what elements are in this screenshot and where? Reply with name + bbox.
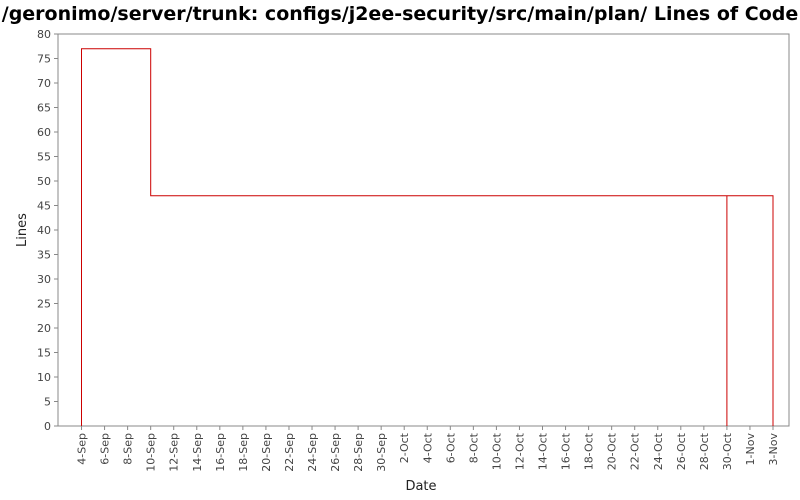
x-axis-title: Date bbox=[405, 479, 436, 494]
x-tick-label: 24-Oct bbox=[652, 432, 665, 470]
x-tick-label: 30-Sep bbox=[375, 433, 388, 472]
y-tick-label: 30 bbox=[37, 273, 51, 286]
x-tick-label: 8-Sep bbox=[122, 433, 135, 465]
x-tick-label: 12-Oct bbox=[513, 432, 526, 470]
x-tick-label: 18-Sep bbox=[237, 433, 250, 472]
x-tick-label: 12-Sep bbox=[168, 433, 181, 472]
plot-background bbox=[57, 33, 790, 427]
y-tick-label: 5 bbox=[44, 396, 51, 409]
series-group bbox=[81, 48, 774, 426]
x-tick-label: 28-Oct bbox=[698, 432, 711, 470]
x-tick-label: 14-Sep bbox=[191, 433, 204, 472]
y-tick-label: 45 bbox=[37, 200, 51, 213]
y-tick-label: 25 bbox=[37, 298, 51, 311]
y-tick-label: 60 bbox=[37, 126, 51, 139]
x-tick-label: 10-Sep bbox=[145, 433, 158, 472]
x-tick-label: 24-Sep bbox=[306, 433, 319, 472]
y-tick-label: 15 bbox=[37, 347, 51, 360]
y-tick-label: 50 bbox=[37, 175, 51, 188]
x-tick-label: 22-Sep bbox=[283, 433, 296, 472]
y-tick-label: 20 bbox=[37, 322, 51, 335]
x-tick-label: 4-Oct bbox=[421, 432, 434, 463]
x-axis: 4-Sep 6-Sep 8-Sep 10-Sep 12-Sep 14-Sep 16-Sep 1… bbox=[76, 426, 780, 472]
x-tick-label: 20-Oct bbox=[606, 432, 619, 470]
x-tick-label: 2-Oct bbox=[398, 432, 411, 463]
x-tick-label: 22-Oct bbox=[629, 432, 642, 470]
x-tick-label: 6-Sep bbox=[99, 433, 112, 465]
x-tick-label: 8-Oct bbox=[467, 432, 480, 463]
x-tick-label: 26-Sep bbox=[329, 433, 342, 472]
x-tick-label: 6-Oct bbox=[444, 432, 457, 463]
x-tick-label: 28-Sep bbox=[352, 433, 365, 472]
x-tick-label: 18-Oct bbox=[583, 432, 596, 470]
y-tick-label: 40 bbox=[37, 224, 51, 237]
y-tick-label: 0 bbox=[44, 420, 51, 433]
x-tick-label: 30-Oct bbox=[721, 432, 734, 470]
y-tick-label: 35 bbox=[37, 249, 51, 262]
x-tick-label: 3-Nov bbox=[767, 433, 780, 466]
x-tick-label: 10-Oct bbox=[490, 432, 503, 470]
y-axis: 0 5 10 15 20 25 30 35 40 45 50 55 60 65 70 75 80 bbox=[37, 28, 58, 433]
y-tick-label: 80 bbox=[37, 28, 51, 41]
y-tick-label: 65 bbox=[37, 102, 51, 115]
y-tick-label: 55 bbox=[37, 151, 51, 164]
series-line bbox=[81, 48, 774, 426]
y-tick-label: 10 bbox=[37, 371, 51, 384]
chart-title: /geronimo/server/trunk: configs/j2ee-sec… bbox=[1, 3, 799, 25]
x-tick-label: 20-Sep bbox=[260, 433, 273, 472]
x-tick-label: 4-Sep bbox=[76, 433, 89, 465]
y-axis-title: Lines bbox=[15, 213, 30, 247]
x-tick-label: 26-Oct bbox=[675, 432, 688, 470]
y-tick-label: 70 bbox=[37, 77, 51, 90]
x-tick-label: 16-Oct bbox=[560, 432, 573, 470]
y-tick-label: 75 bbox=[37, 53, 51, 66]
x-tick-label: 14-Oct bbox=[537, 432, 550, 470]
x-tick-label: 1-Nov bbox=[744, 433, 757, 466]
x-tick-label: 16-Sep bbox=[214, 433, 227, 472]
